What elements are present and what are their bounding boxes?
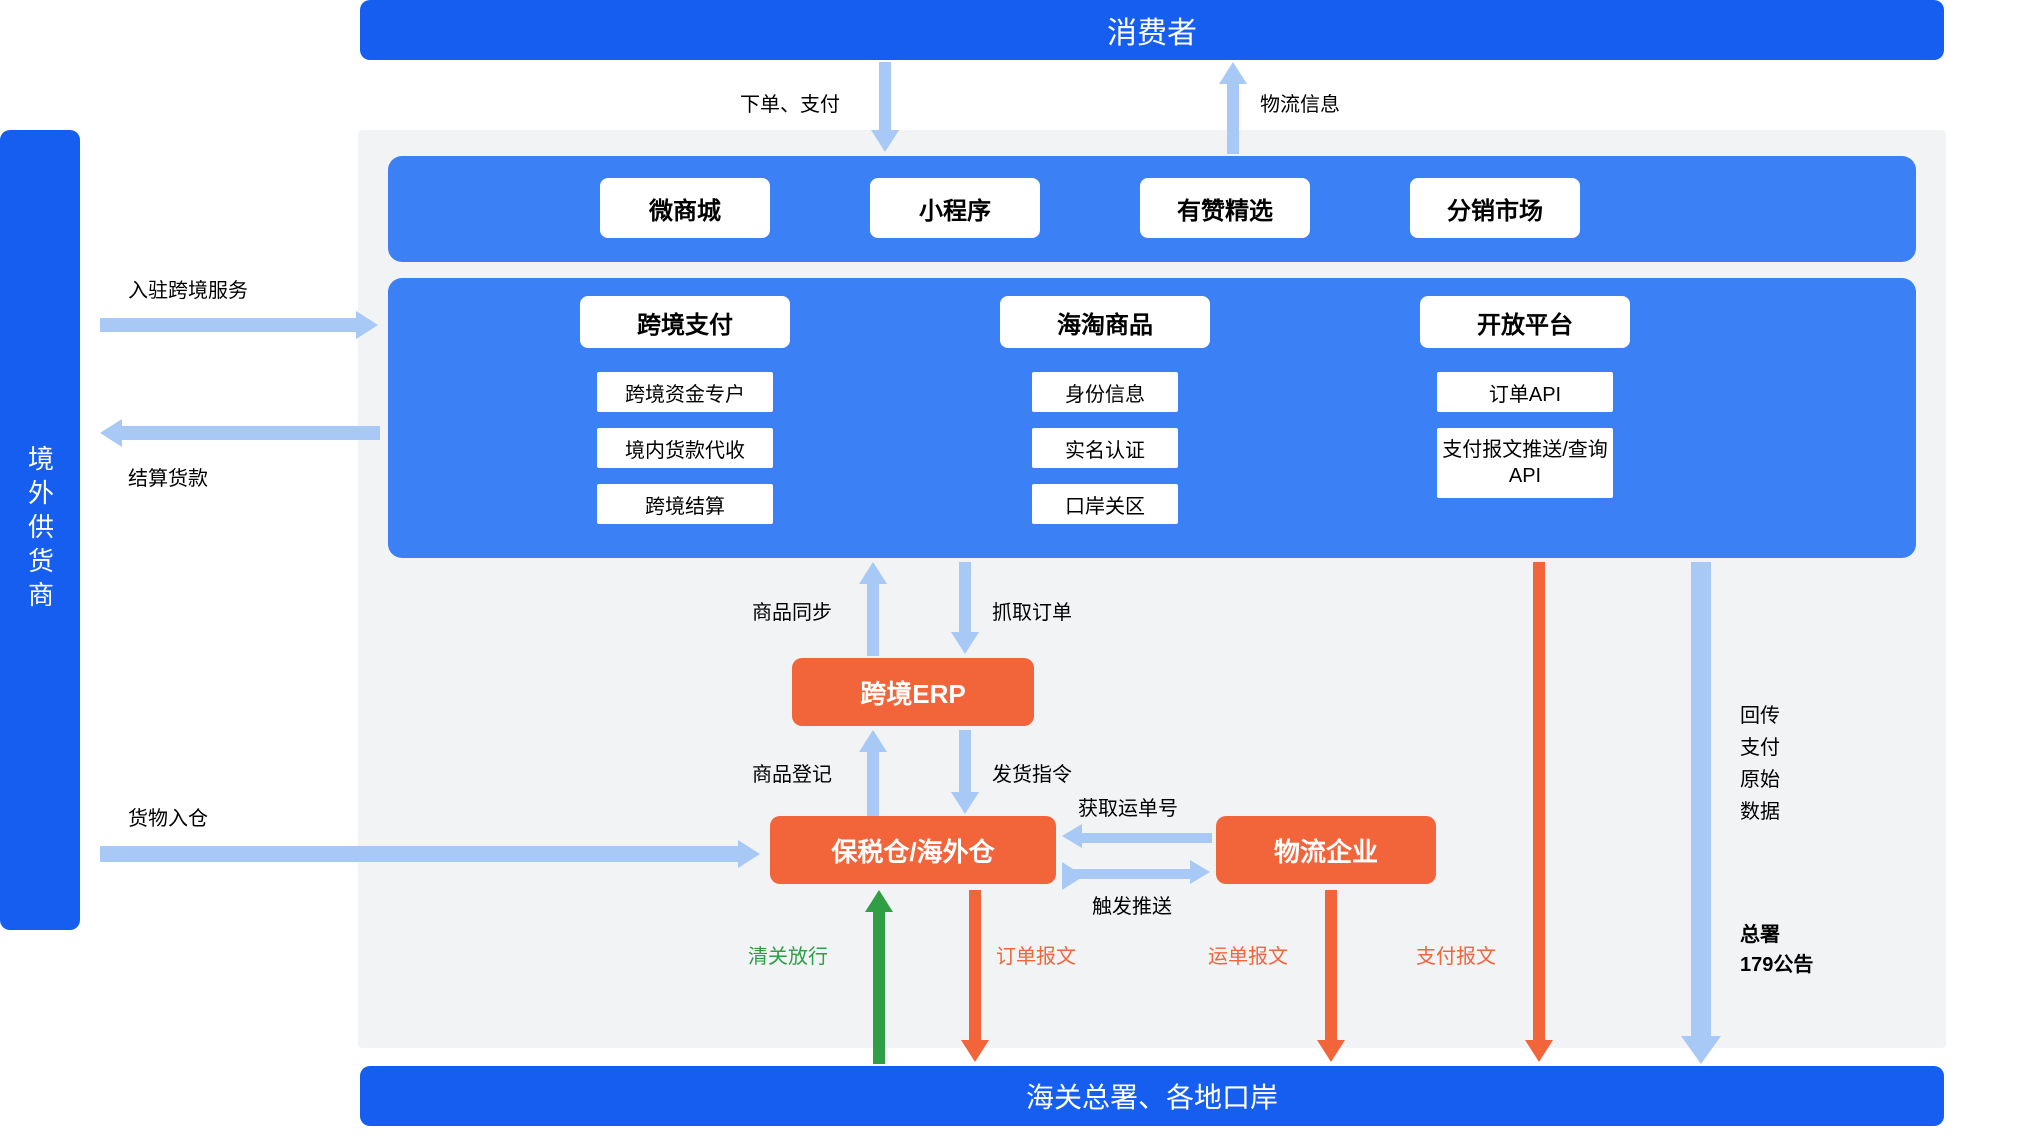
label-pay-msg: 支付报文 [1416, 940, 1496, 969]
label-fetch-order: 抓取订单 [992, 596, 1072, 625]
arrow-179-down [1680, 562, 1720, 1062]
label-ship-cmd: 发货指令 [992, 758, 1072, 787]
label-get-tracking: 获取运单号 [1078, 792, 1178, 821]
node-consumer: 消费者 [360, 0, 1944, 60]
label-179: 总署 179公告 [1740, 920, 1813, 980]
consumer-label: 消费者 [1107, 8, 1197, 52]
channel-fenxiao: 分销市场 [1410, 178, 1580, 238]
payment-item-1: 境内货款代收 [595, 426, 775, 470]
label-clear-release: 清关放行 [748, 940, 828, 969]
node-erp: 跨境ERP [792, 658, 1034, 726]
arrow-get-tracking [1062, 826, 1212, 850]
arrow-order-msg [960, 890, 988, 1062]
payment-item-0: 跨境资金专户 [595, 370, 775, 414]
arrow-order-pay [870, 62, 898, 152]
node-supplier: 境外供货商 [0, 130, 80, 930]
arrow-goods-sync [858, 562, 886, 654]
node-warehouse: 保税仓/海外仓 [770, 816, 1056, 884]
label-goods-sync: 商品同步 [752, 596, 832, 625]
label-goods-in: 货物入仓 [128, 802, 208, 831]
label-goods-register: 商品登记 [752, 758, 832, 787]
node-customs: 海关总署、各地口岸 [360, 1066, 1944, 1126]
open-item-1: 支付报文推送/查询API [1435, 426, 1615, 500]
arrow-join-service [100, 310, 380, 338]
channel-youzan: 有赞精选 [1140, 178, 1310, 238]
label-return-pay: 回传 支付 原始 数据 [1740, 700, 1780, 828]
label-logistics-info: 物流信息 [1260, 88, 1340, 117]
node-logistics: 物流企业 [1216, 816, 1436, 884]
goods-item-1: 实名认证 [1030, 426, 1180, 470]
label-order-msg: 订单报文 [996, 940, 1076, 969]
label-settle: 结算货款 [128, 462, 208, 491]
flow-diagram: 消费者 境外供货商 微商城 小程序 有赞精选 分销市场 跨境支付 跨境资金专户 … [0, 0, 2034, 1146]
label-order-pay: 下单、支付 [740, 88, 840, 117]
supplier-label: 境外供货商 [22, 445, 59, 615]
customs-label: 海关总署、各地口岸 [1026, 1076, 1278, 1116]
channel-weishangcheng: 微商城 [600, 178, 770, 238]
payment-item-2: 跨境结算 [595, 482, 775, 526]
service-payment-title: 跨境支付 [580, 296, 790, 348]
service-goods-title: 海淘商品 [1000, 296, 1210, 348]
goods-item-2: 口岸关区 [1030, 482, 1180, 526]
open-item-0: 订单API [1435, 370, 1615, 414]
label-trigger-push: 触发推送 [1092, 890, 1172, 919]
arrow-goods-register [858, 730, 886, 814]
channel-miniprogram: 小程序 [870, 178, 1040, 238]
label-waybill-msg: 运单报文 [1208, 940, 1288, 969]
arrow-ship-cmd [950, 730, 978, 814]
label-join-service: 入驻跨境服务 [128, 274, 248, 303]
arrow-waybill-msg [1316, 890, 1344, 1062]
goods-item-0: 身份信息 [1030, 370, 1180, 414]
arrow-clear-release [864, 890, 892, 1062]
arrow-settle [100, 418, 380, 446]
service-open-title: 开放平台 [1420, 296, 1630, 348]
arrow-logistics-info [1218, 62, 1246, 152]
arrow-pay-msg [1524, 562, 1552, 1062]
arrow-fetch-order [950, 562, 978, 654]
arrow-goods-in [100, 838, 762, 868]
arrow-trigger-push [1062, 862, 1212, 886]
